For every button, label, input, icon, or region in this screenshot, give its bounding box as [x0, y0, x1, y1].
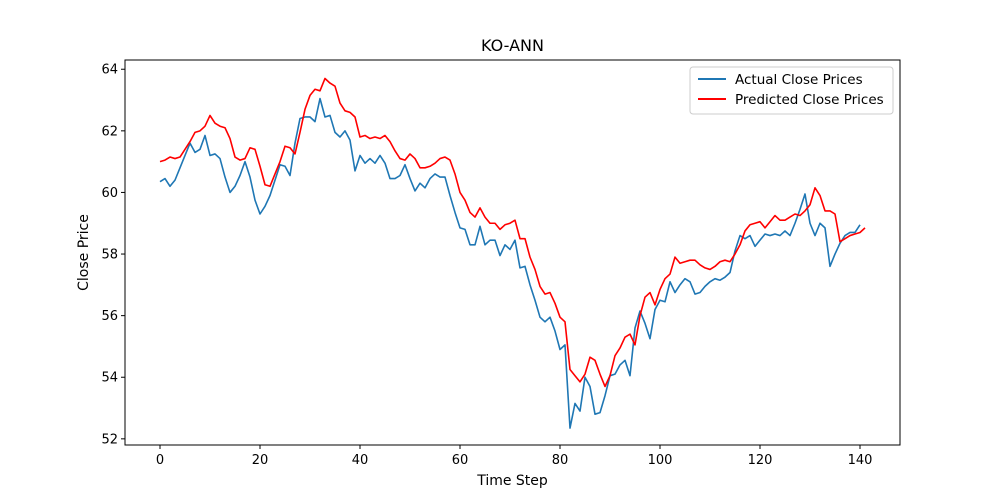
plot-area: [124, 59, 901, 446]
legend: Actual Close Prices Predicted Close Pric…: [689, 66, 894, 115]
x-tick-label: 40: [352, 453, 369, 468]
chart-title: KO-ANN: [481, 36, 544, 55]
x-tick-label: 120: [748, 453, 773, 468]
series-layer: [159, 77, 866, 429]
y-axis: 52 54 56 58 60 62 64: [101, 63, 125, 447]
legend-label-predicted: Predicted Close Prices: [735, 92, 884, 108]
y-tick-label: 56: [101, 309, 118, 324]
x-tick-label: 20: [252, 453, 269, 468]
x-tick-label: 100: [648, 453, 673, 468]
x-tick-label: 140: [848, 453, 873, 468]
x-tick-label: 80: [552, 453, 569, 468]
x-tick-label: 0: [156, 453, 164, 468]
y-tick-label: 54: [101, 371, 118, 386]
y-tick-label: 64: [101, 63, 118, 78]
y-tick-label: 62: [101, 124, 118, 139]
y-axis-label: Close Price: [76, 214, 92, 291]
legend-box: [689, 66, 894, 115]
x-axis-label: Time Step: [476, 473, 548, 489]
y-tick-label: 58: [101, 248, 118, 263]
y-tick-label: 52: [101, 432, 118, 447]
series-line-predicted: [159, 77, 866, 388]
x-tick-label: 60: [452, 453, 469, 468]
legend-label-actual: Actual Close Prices: [735, 72, 863, 88]
y-tick-label: 60: [101, 186, 118, 201]
axes-frame: [124, 59, 901, 446]
x-axis: 0 20 40 60 80 100 120 140: [156, 445, 873, 468]
